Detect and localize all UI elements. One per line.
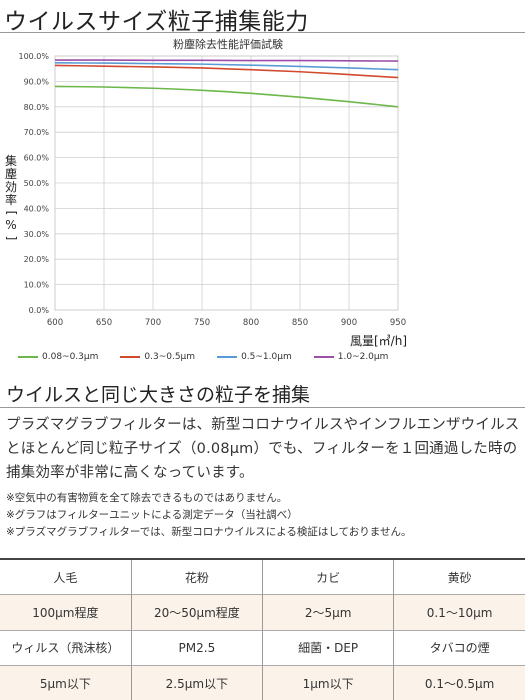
y-axis-ticks: 0.0% 10.0% 20.0% 30.0% 40.0% 50.0% 60.0% 70.0% 8…: [18, 52, 49, 315]
note-line: ※空気中の有害物質を全て除去できるものではありません。: [6, 492, 288, 504]
y-tick-label: 30.0%: [24, 230, 50, 239]
y-axis-label-char: 塵: [4, 167, 17, 181]
dust-removal-chart: 粉塵除去性能評価試験 0.0% 10.0% 20.0% 30.0% 40.0% 50.0%…: [18, 37, 407, 348]
section-divider: [0, 407, 525, 408]
table-cell: 1μm以下: [261, 665, 394, 700]
table-cell: PM2.5: [130, 630, 263, 666]
series-line: [54, 85, 399, 108]
legend-label: 0.5~1.0μm: [241, 352, 292, 362]
table-header-cell: 黄砂: [393, 559, 525, 595]
x-tick-label: 600: [47, 318, 63, 328]
chart-title: 粉塵除去性能評価試験: [173, 37, 283, 51]
table-cell: 0.1～10μm: [393, 594, 525, 630]
y-tick-label: 10.0%: [24, 281, 50, 290]
gridlines: [54, 55, 399, 311]
legend-label: 0.3~0.5μm: [144, 352, 196, 362]
x-tick-label: 950: [390, 318, 406, 328]
y-axis-label-char: 集: [4, 154, 17, 168]
table-cell: 2～5μm: [261, 594, 394, 630]
body-paragraph: プラズマグラブフィルターは、新型コロナウイルスやインフルエンザウイルスとほとんど…: [6, 417, 520, 481]
y-tick-label: 60.0%: [24, 154, 50, 163]
particle-size-table: 人毛 花粉 カビ 黄砂 100μm程度 20～50μm程度 2～5μm 0.1～…: [0, 558, 525, 700]
x-tick-label: 800: [243, 318, 259, 328]
table-cell: 細菌・DEP: [261, 630, 394, 666]
y-tick-label: 40.0%: [24, 204, 50, 213]
table-cell: ウィルス（飛沫核）: [11, 641, 120, 656]
page-title: ウイルスサイズ粒子捕集能力: [4, 9, 309, 35]
legend-item: 0.08~0.3μm: [18, 352, 98, 362]
legend-label: 0.08~0.3μm: [42, 352, 99, 362]
table-row: ウィルス（飛沫核） PM2.5 細菌・DEP タバコの煙: [0, 630, 525, 666]
table-cell: 20～50μm程度: [130, 594, 263, 630]
note-line: ※プラズマグラブフィルターでは、新型コロナウイルスによる検証はしておりません。: [6, 526, 412, 538]
section-heading: ウイルスと同じ大きさの粒子を捕集: [6, 384, 311, 406]
y-axis-bracket-close: ]: [4, 235, 18, 241]
table-header-cell: 花粉: [130, 559, 263, 595]
notes: ※空気中の有害物質を全て除去できるものではありません。 ※グラフはフィルターユニ…: [6, 490, 522, 541]
x-tick-label: 850: [292, 318, 308, 328]
x-tick-label: 900: [341, 318, 357, 328]
y-tick-label: 90.0%: [24, 77, 50, 86]
y-tick-label: 100.0%: [18, 52, 49, 61]
table-header-cell: カビ: [261, 559, 394, 595]
table-cell: タバコの煙: [393, 630, 525, 666]
note-line: ※グラフはフィルターユニットによる測定データ（当社調べ）: [6, 509, 298, 521]
table-cell: 5μm以下: [39, 676, 91, 691]
x-tick-label: 750: [194, 318, 210, 328]
legend-label: 1.0~2.0μm: [337, 352, 389, 362]
x-tick-label: 650: [96, 318, 112, 328]
legend-swatch: [120, 356, 141, 358]
legend-item: 0.3~0.5μm: [120, 352, 195, 362]
y-tick-label: 0.0%: [29, 306, 50, 315]
table-header-row: 人毛 花粉 カビ 黄砂: [0, 559, 525, 595]
table-row: 5μm以下 2.5μm以下 1μm以下 0.1～0.5μm: [0, 665, 525, 700]
title-divider: [0, 32, 525, 33]
table-cell: 100μm程度: [32, 605, 99, 620]
series-line: [54, 62, 399, 71]
series-line: [54, 59, 399, 62]
series-lines: [54, 59, 399, 108]
y-tick-label: 50.0%: [24, 179, 50, 188]
chart-legend: 0.08~0.3μm 0.3~0.5μm 0.5~1.0μm 1.0~2.0μm: [18, 352, 410, 362]
legend-item: 0.5~1.0μm: [217, 352, 292, 362]
y-axis-label-char: 率: [4, 193, 17, 207]
series-line: [54, 64, 399, 79]
y-tick-label: 80.0%: [24, 103, 50, 112]
x-tick-label: 700: [145, 318, 161, 328]
table-cell: 2.5μm以下: [130, 665, 263, 700]
y-axis-label-char: 効: [4, 180, 17, 194]
y-axis-bracket-open: [: [4, 210, 18, 216]
table-cell: 0.1～0.5μm: [393, 665, 525, 700]
table-row: 100μm程度 20～50μm程度 2～5μm 0.1～10μm: [0, 594, 525, 630]
y-axis-label: 集 塵 効 率 [ % ]: [2, 155, 20, 244]
legend-swatch: [313, 356, 334, 358]
x-axis-ticks: 600 650 700 750 800 850 900 950: [47, 318, 406, 328]
table-header-cell: 人毛: [53, 570, 78, 585]
legend-swatch: [217, 356, 238, 358]
x-axis-label: 風量[㎥/h]: [350, 334, 407, 348]
y-axis-unit: %: [5, 218, 17, 232]
y-tick-label: 70.0%: [24, 128, 50, 137]
legend-swatch: [18, 356, 38, 358]
legend-item: 1.0~2.0μm: [313, 352, 389, 362]
y-tick-label: 20.0%: [24, 255, 50, 264]
